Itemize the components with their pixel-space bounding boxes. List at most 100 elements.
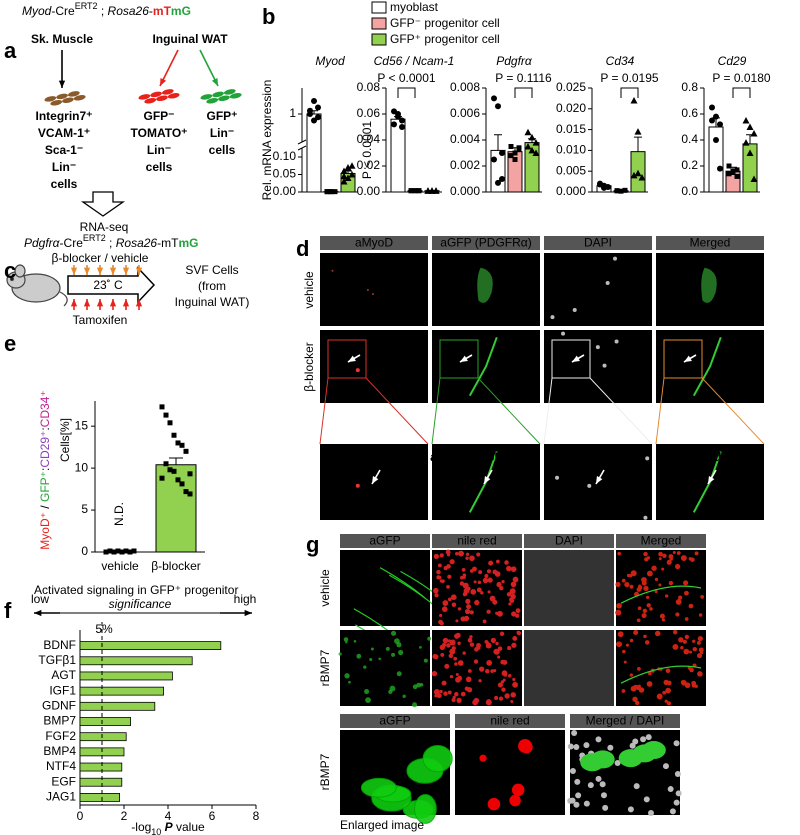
data-point: [187, 491, 193, 497]
micrograph-feature: [455, 619, 459, 623]
data-point: [750, 130, 758, 137]
enlarged-label: DAPI: [574, 450, 603, 464]
micrograph-feature: [664, 699, 668, 703]
legend-swatch: [371, 33, 387, 46]
micrograph-feature: [646, 595, 650, 600]
cell-icon: [56, 93, 68, 100]
data-point: [630, 96, 638, 104]
micrograph-feature: [672, 551, 676, 555]
micrograph-feature: [474, 599, 480, 606]
c-header-part: -mT: [157, 236, 179, 250]
micrograph-feature: [574, 778, 581, 785]
cell-icon: [200, 94, 213, 100]
micrograph-feature: [331, 269, 334, 272]
micrograph-feature: [602, 363, 607, 368]
y-tick-label: 0.015: [556, 122, 586, 136]
column-header-bg: [432, 236, 540, 250]
arrow-head: [135, 299, 143, 307]
micrograph-feature: [684, 590, 689, 596]
micrograph-feature: [510, 700, 514, 704]
zoom-connector: [701, 377, 765, 445]
micrograph-feature: [624, 582, 630, 588]
data-point: [348, 162, 356, 169]
data-point: [634, 169, 642, 177]
micrograph-feature: [364, 689, 370, 695]
subplot-title: Cd34: [606, 54, 635, 68]
micrograph-feature: [441, 680, 447, 686]
micrograph-feature: [643, 551, 648, 557]
micrograph-feature: [637, 666, 641, 671]
data-point: [159, 404, 165, 410]
micrograph-feature: [641, 741, 666, 760]
cell-marker: VCAM-1⁺: [38, 126, 90, 140]
micrograph-feature: [338, 652, 342, 656]
micrograph-feature: [692, 646, 698, 652]
arrow-head: [160, 78, 167, 86]
micrograph-feature: [496, 581, 502, 588]
micrograph-feature: [492, 569, 498, 575]
data-point: [524, 128, 532, 136]
cell-icon: [44, 96, 57, 102]
micrograph-feature: [651, 565, 657, 571]
micrograph-feature: [467, 637, 473, 643]
micrograph-feature: [473, 697, 480, 704]
column-header: aGFP (PDGFRα): [440, 236, 531, 250]
micrograph-feature: [673, 799, 680, 806]
bar: [79, 717, 131, 726]
cell-marker: Lin⁻: [52, 160, 76, 174]
row-label: vehicle: [302, 271, 316, 309]
data-point: [348, 171, 356, 178]
micrograph-feature: [422, 744, 453, 773]
significance-bracket: [732, 87, 751, 98]
data-point: [175, 440, 181, 446]
legend-label: GFP⁻ progenitor cell: [390, 16, 500, 30]
micrograph-feature: [666, 559, 672, 565]
micrograph-feature: [460, 691, 466, 697]
micrograph-feature: [480, 591, 484, 595]
micrograph-feature: [621, 689, 626, 693]
micrograph-feature: [616, 602, 622, 609]
legend-swatch: [371, 1, 387, 14]
micrograph-feature: [363, 665, 367, 669]
micrograph-feature: [595, 775, 602, 782]
micrograph-feature: [469, 569, 474, 573]
micrograph-feature: [487, 590, 491, 594]
y-tick-label: 0.4: [681, 132, 698, 146]
micrograph-feature: [493, 648, 500, 655]
cell-marker: GFP⁻: [143, 109, 174, 123]
micrograph-feature: [691, 680, 697, 686]
micrograph-feature: [629, 638, 634, 643]
panel-label: d: [296, 236, 309, 261]
micrograph-feature: [640, 736, 647, 743]
y-axis-label: Rel. mRNA expression: [260, 80, 274, 201]
column-header-bg: [455, 714, 565, 728]
micrograph-feature: [490, 637, 496, 643]
data-point: [634, 128, 642, 135]
error-bar: [634, 136, 642, 152]
micrograph-feature: [550, 315, 555, 320]
panel-label: e: [4, 331, 16, 356]
arrow-head: [96, 299, 104, 307]
enlarged-label: aMYOD: [343, 450, 386, 464]
micrograph-feature: [599, 781, 606, 788]
micrograph-feature: [453, 656, 458, 661]
a-header-part: ERT2: [75, 1, 98, 11]
y-tick-label: JAG1: [46, 790, 76, 804]
data-point: [717, 121, 723, 128]
cell-icon: [150, 91, 162, 98]
micrograph-feature: [498, 696, 504, 701]
micrograph-feature: [454, 662, 458, 666]
micrograph-feature: [484, 574, 489, 579]
micrograph-feature: [486, 569, 492, 574]
bar: [79, 671, 173, 681]
micrograph-feature: [504, 560, 509, 565]
x-tick-label: 0: [77, 809, 84, 823]
micrograph-feature: [465, 552, 470, 556]
legend-swatch: [371, 17, 387, 30]
micrograph-feature: [621, 578, 626, 583]
y-tick-label: 0.000: [556, 184, 586, 198]
micrograph-feature: [497, 682, 503, 688]
column-header-bg: [340, 714, 450, 728]
micrograph-feature: [684, 634, 690, 640]
